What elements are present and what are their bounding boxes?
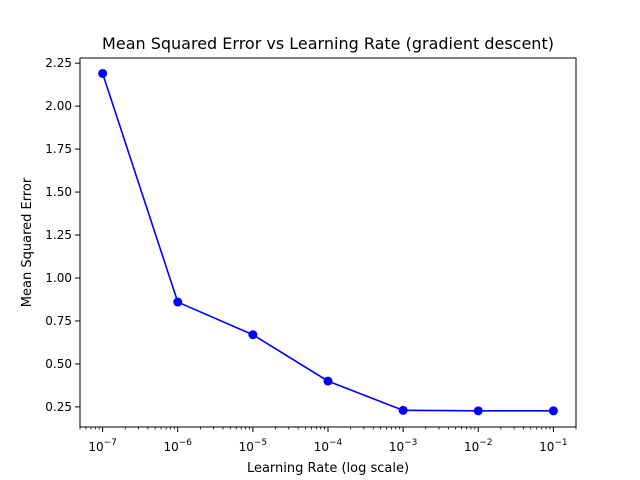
data-point bbox=[323, 376, 333, 386]
y-tick-label: 2.25 bbox=[45, 56, 72, 70]
x-tick-label: 10−5 bbox=[239, 438, 268, 454]
x-tick-label: 10−2 bbox=[464, 438, 493, 454]
x-tick-label: 10−3 bbox=[389, 438, 418, 454]
x-tick-label: 10−6 bbox=[163, 438, 192, 454]
y-tick-label: 0.75 bbox=[45, 314, 72, 328]
y-axis: 0.25 0.50 0.75 1.00 1.25 1.50 1.75 2.00 2.25 bbox=[45, 56, 80, 414]
data-point bbox=[98, 68, 108, 78]
x-tick-label: 10−7 bbox=[88, 438, 117, 454]
y-tick-label: 1.50 bbox=[45, 185, 72, 199]
y-tick-label: 1.75 bbox=[45, 142, 72, 156]
x-axis: 10−7 10−6 10−5 10−4 10−3 10−2 10−1 bbox=[79, 427, 577, 454]
data-point bbox=[248, 330, 258, 340]
x-tick-label: 10−1 bbox=[539, 438, 568, 454]
data-point bbox=[473, 406, 483, 416]
data-point bbox=[398, 405, 408, 415]
x-axis-label: Learning Rate (log scale) bbox=[247, 461, 409, 476]
y-tick-label: 1.00 bbox=[45, 271, 72, 285]
y-tick-label: 1.25 bbox=[45, 228, 72, 242]
y-tick-label: 0.50 bbox=[45, 357, 72, 371]
y-axis-label: Mean Squared Error bbox=[20, 177, 35, 307]
y-tick-label: 0.25 bbox=[45, 400, 72, 414]
data-point bbox=[173, 297, 183, 307]
chart-title: Mean Squared Error vs Learning Rate (gra… bbox=[102, 34, 554, 53]
plot-area bbox=[98, 68, 558, 416]
y-tick-label: 2.00 bbox=[45, 99, 72, 113]
data-point bbox=[548, 406, 558, 416]
x-tick-label: 10−4 bbox=[314, 438, 343, 454]
